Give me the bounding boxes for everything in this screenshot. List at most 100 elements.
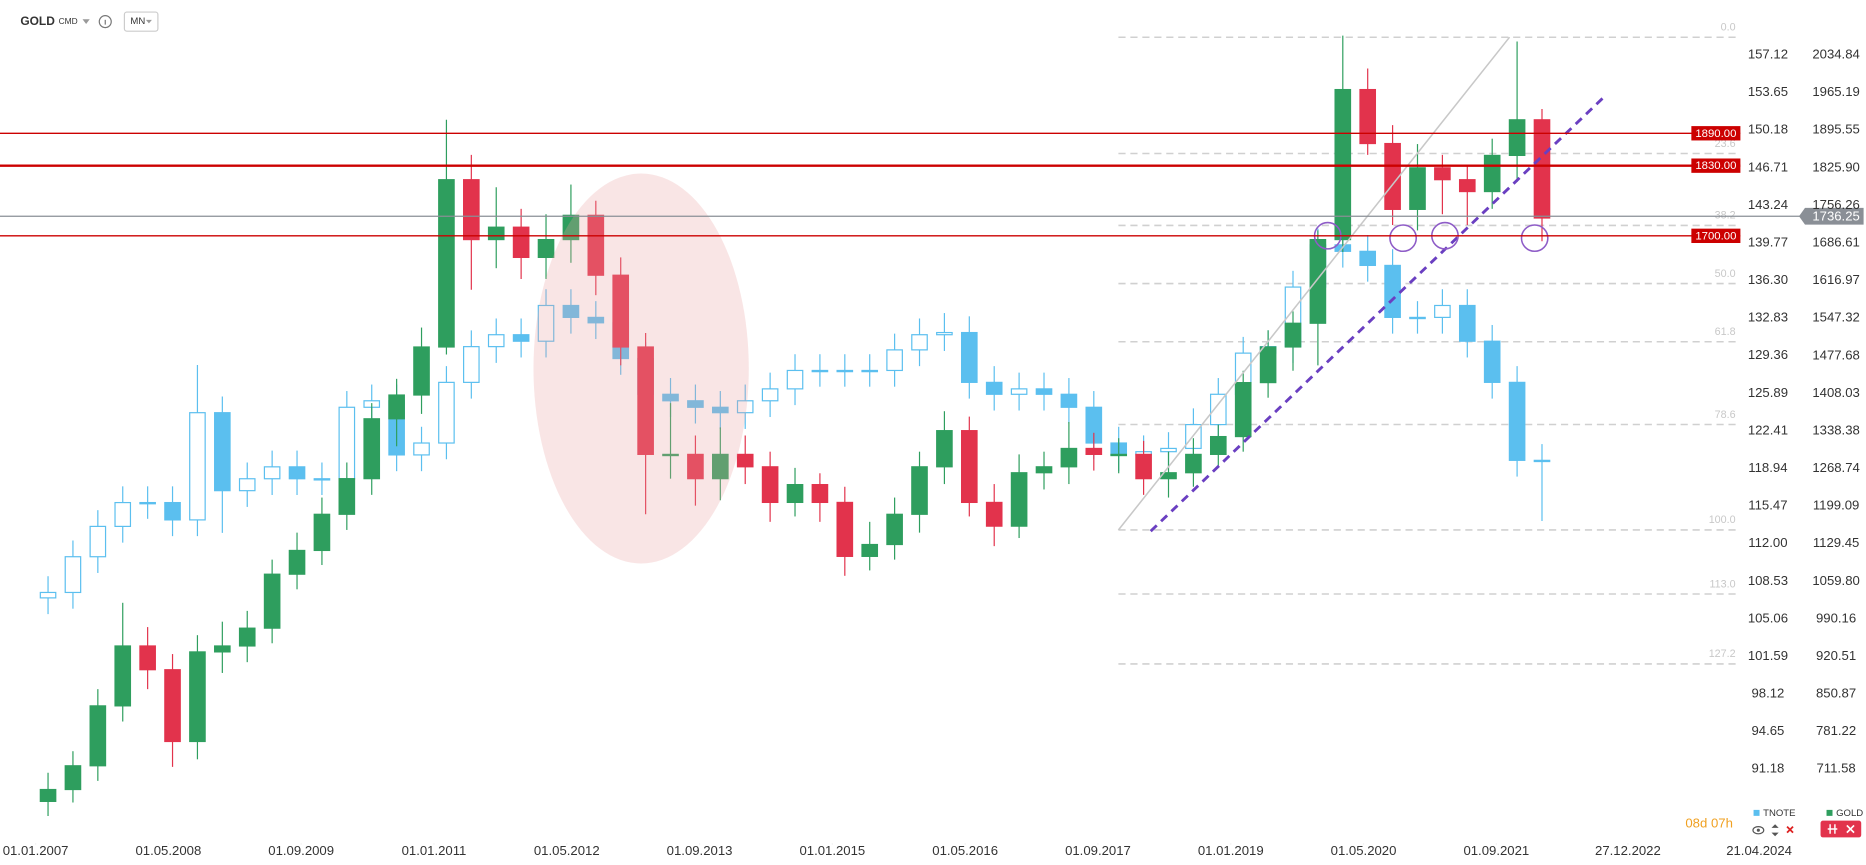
- candle-body: [363, 418, 381, 480]
- remove-icon: [1846, 824, 1855, 834]
- info-icon[interactable]: [98, 15, 112, 29]
- candle-body: [761, 388, 779, 402]
- candle-body: [214, 412, 231, 492]
- countdown: 08d 07h: [1685, 816, 1733, 831]
- candle-body: [1035, 466, 1053, 474]
- y-tick-label: 850.87: [1816, 686, 1856, 701]
- candle-body: [886, 349, 903, 372]
- y-tick-label: 1547.32: [1812, 310, 1860, 325]
- candle-body: [263, 573, 281, 629]
- settings-icon: [1827, 824, 1838, 834]
- candle-body: [1458, 304, 1476, 342]
- candle-body: [39, 788, 57, 802]
- trend-line-dashed: [1149, 94, 1607, 533]
- y-tick-label: 94.65: [1751, 723, 1784, 738]
- y-tick-label: 108.53: [1748, 573, 1788, 588]
- candle-body: [1259, 346, 1277, 384]
- candle-body: [960, 430, 978, 504]
- candle-body: [338, 478, 356, 515]
- candle-body: [886, 513, 903, 546]
- candle-body: [985, 501, 1003, 527]
- x-tick-label: 27.12.2022: [1595, 843, 1661, 858]
- y-tick-label: 91.18: [1751, 761, 1784, 776]
- market: CMD: [59, 16, 78, 26]
- fib-label: 23.6: [1715, 138, 1736, 150]
- candle-body: [911, 334, 928, 351]
- y-tick-label: 1059.80: [1812, 573, 1860, 588]
- candle-body: [189, 651, 206, 743]
- y-tick-label: 990.16: [1816, 610, 1856, 625]
- candle-body: [1160, 447, 1177, 453]
- candle-body: [811, 369, 829, 373]
- y-tick-label: 1616.97: [1812, 272, 1860, 287]
- y-tick-label: 115.47: [1748, 498, 1787, 513]
- settings-button[interactable]: [1820, 820, 1862, 838]
- eye-pupil: [1756, 828, 1760, 832]
- candle-body: [836, 369, 854, 373]
- y-tick-label: 1825.90: [1812, 159, 1860, 174]
- candle-body: [936, 331, 953, 336]
- legend-swatch: [1753, 809, 1760, 816]
- y-tick-label: 1199.09: [1813, 498, 1860, 513]
- candle-body: [39, 591, 57, 599]
- candle-body: [612, 274, 630, 348]
- level-tag: [1691, 228, 1741, 243]
- axes: 157.12 153.65 150.18 146.71 143.24 139.77 136.…: [3, 47, 1860, 859]
- level-label: 1830.00: [1695, 160, 1736, 172]
- candle-body: [1185, 453, 1202, 474]
- candle-body: [687, 400, 704, 408]
- x-tick-label: 01.09.2017: [1065, 843, 1131, 858]
- candle-body: [1434, 167, 1451, 181]
- candle-body: [438, 381, 455, 444]
- fib-label: 0.0: [1721, 21, 1736, 33]
- candle-body: [463, 346, 480, 383]
- candle-body: [1533, 119, 1551, 219]
- eye-icon[interactable]: [1752, 826, 1765, 835]
- y-tick-label: 139.77: [1748, 234, 1788, 249]
- candle-body: [313, 513, 331, 552]
- last-price-label: 1736.25: [1812, 208, 1860, 223]
- candle-body: [1533, 459, 1551, 463]
- candle-body: [89, 525, 107, 558]
- candle-body: [985, 381, 1003, 395]
- x-tick-label: 01.01.2007: [3, 843, 69, 858]
- candle-body: [537, 238, 555, 259]
- fib-label: 61.8: [1715, 326, 1736, 338]
- candle-body: [64, 556, 82, 594]
- candle-body: [139, 645, 156, 671]
- order-icon[interactable]: [1771, 824, 1779, 837]
- candle-body: [313, 478, 331, 481]
- candle-body: [487, 226, 505, 241]
- candle-body: [512, 334, 530, 342]
- marker-circle: [1389, 224, 1418, 253]
- candle-body: [288, 549, 306, 575]
- candle-body: [662, 393, 679, 402]
- y-tick-label: 112.00: [1748, 535, 1787, 550]
- candle-body: [786, 484, 804, 504]
- dropdown-arrow[interactable]: [82, 19, 90, 25]
- y-tick-label: 98.12: [1751, 686, 1784, 701]
- candle-body: [288, 466, 306, 480]
- x-tick-label: 21.04.2024: [1726, 843, 1792, 858]
- interval: MN: [130, 16, 145, 27]
- x-tick-label: 01.09.2009: [268, 843, 334, 858]
- candle-body: [164, 501, 181, 521]
- candle-body: [637, 346, 654, 455]
- y-tick-label: 125.89: [1748, 385, 1788, 400]
- candle-body: [1458, 179, 1476, 193]
- candle-body: [114, 501, 132, 527]
- candle-body: [736, 400, 754, 414]
- level-label: 1890.00: [1695, 128, 1736, 140]
- y-tick-label: 157.12: [1748, 47, 1788, 62]
- annotations: [533, 36, 1607, 564]
- close-icon[interactable]: [1786, 825, 1794, 834]
- candle-body: [1409, 316, 1426, 320]
- candle-body: [687, 453, 704, 480]
- candle-body: [936, 430, 953, 468]
- fib-label: 50.0: [1715, 268, 1736, 280]
- y-tick-label: 146.71: [1748, 159, 1788, 174]
- candle-body: [761, 466, 779, 504]
- candle-body: [189, 412, 206, 521]
- candle-body: [487, 334, 505, 348]
- interval-select[interactable]: [123, 11, 159, 32]
